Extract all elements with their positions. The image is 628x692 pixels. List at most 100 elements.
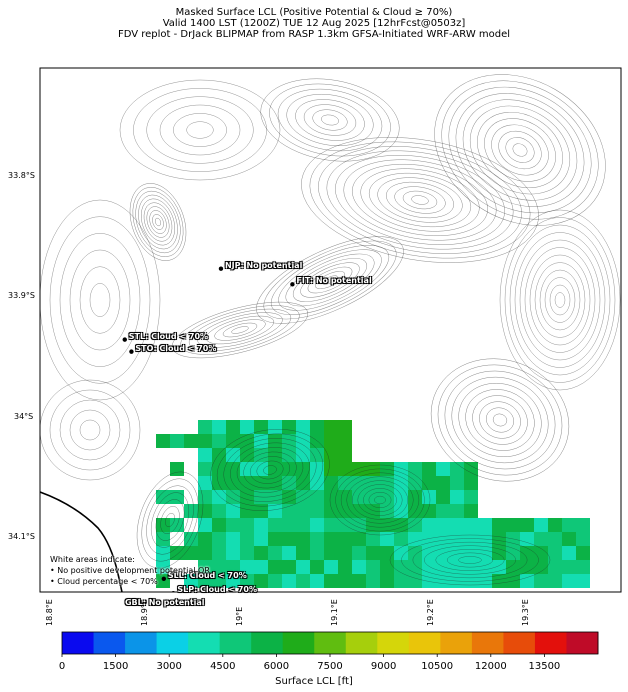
lcl-cell bbox=[506, 518, 520, 532]
contour-line bbox=[149, 210, 167, 234]
contour-line bbox=[256, 460, 284, 480]
contour-line bbox=[312, 109, 348, 131]
colorbar-segment bbox=[219, 632, 252, 654]
station-dot bbox=[161, 576, 167, 581]
lcl-cell bbox=[212, 518, 226, 532]
contour-line bbox=[270, 245, 390, 315]
contour-line bbox=[374, 495, 386, 505]
lcl-cell bbox=[450, 462, 464, 476]
contour-line bbox=[322, 275, 338, 285]
colorbar-tick-label: 0 bbox=[58, 661, 66, 672]
contour-line bbox=[534, 262, 586, 338]
lcl-cell bbox=[576, 518, 590, 532]
lcl-cell bbox=[310, 490, 324, 504]
colorbar-segment bbox=[314, 632, 347, 654]
contour-line bbox=[136, 471, 204, 569]
lcl-cell bbox=[408, 560, 422, 574]
contour-line bbox=[529, 254, 591, 346]
lcl-cell bbox=[408, 532, 422, 546]
contour-line bbox=[402, 190, 438, 210]
lcl-cell bbox=[408, 490, 422, 504]
lcl-cell bbox=[338, 504, 352, 518]
lcl-cell bbox=[254, 518, 268, 532]
lcl-cell bbox=[184, 574, 198, 588]
lcl-cell bbox=[282, 434, 296, 448]
lcl-cell bbox=[240, 518, 254, 532]
lcl-cell bbox=[324, 546, 338, 560]
lcl-cell bbox=[338, 448, 352, 462]
contour-line bbox=[150, 492, 190, 548]
lcl-cell bbox=[212, 448, 226, 462]
lcl-cell bbox=[478, 546, 492, 560]
contour-line bbox=[79, 419, 101, 441]
contour-line bbox=[59, 399, 121, 461]
terrain-contours bbox=[40, 74, 621, 586]
contour-line bbox=[444, 370, 556, 470]
lcl-cell bbox=[240, 546, 254, 560]
lcl-cell bbox=[422, 476, 436, 490]
contour-line bbox=[377, 177, 463, 223]
lcl-cell bbox=[520, 518, 534, 532]
lcl-cell bbox=[212, 560, 226, 574]
contour-line bbox=[498, 130, 542, 170]
lcl-cell bbox=[156, 560, 170, 574]
lcl-cell bbox=[156, 518, 170, 532]
lcl-cell bbox=[338, 420, 352, 434]
contour-line bbox=[256, 236, 404, 324]
colorbar-tick-label: 12000 bbox=[474, 661, 507, 672]
contour-line bbox=[146, 206, 170, 238]
lcl-cell bbox=[310, 560, 324, 574]
lcl-cell bbox=[492, 518, 506, 532]
lcl-cell bbox=[464, 476, 478, 490]
colorbar-segment bbox=[471, 632, 504, 654]
lcl-cell bbox=[408, 476, 422, 490]
lcl-cell bbox=[184, 434, 198, 448]
colorbar-tick-label: 7500 bbox=[317, 661, 343, 672]
lcl-cell bbox=[422, 546, 436, 560]
lcl-cell bbox=[352, 574, 366, 588]
contour-line bbox=[249, 456, 291, 484]
lcl-cell bbox=[254, 434, 268, 448]
contour-line bbox=[146, 96, 254, 164]
lcl-cell bbox=[464, 504, 478, 518]
contour-line bbox=[210, 429, 330, 511]
contour-line bbox=[368, 491, 392, 509]
lcl-cell bbox=[240, 476, 254, 490]
lcl-cell bbox=[226, 490, 240, 504]
lcl-cell bbox=[240, 490, 254, 504]
station-label: STO: Cloud < 70% bbox=[135, 343, 217, 353]
lcl-cell bbox=[338, 476, 352, 490]
lcl-cell bbox=[296, 532, 310, 546]
station-dot bbox=[218, 266, 224, 271]
lcl-cell bbox=[226, 434, 240, 448]
lcl-cell bbox=[394, 574, 408, 588]
contour-line bbox=[430, 358, 570, 482]
lcl-cell bbox=[338, 532, 352, 546]
lcl-cell bbox=[380, 546, 394, 560]
lcl-cell bbox=[268, 574, 282, 588]
lcl-cell bbox=[212, 490, 226, 504]
lcl-cell bbox=[268, 490, 282, 504]
lcl-cell bbox=[212, 420, 226, 434]
lcl-cell bbox=[324, 420, 338, 434]
contour-line bbox=[59, 233, 141, 367]
colorbar-segment bbox=[566, 632, 599, 654]
lcl-cell bbox=[548, 574, 562, 588]
lcl-cell bbox=[324, 448, 338, 462]
lcl-cell bbox=[296, 518, 310, 532]
colorbar-segment bbox=[503, 632, 536, 654]
contour-line bbox=[424, 545, 516, 575]
lcl-cell bbox=[282, 504, 296, 518]
lcl-cell bbox=[352, 490, 366, 504]
lcl-cell bbox=[268, 518, 282, 532]
lcl-cell bbox=[212, 434, 226, 448]
contour-line bbox=[505, 137, 535, 163]
map-title-line2: Valid 1400 LST (1200Z) TUE 12 Aug 2025 [… bbox=[162, 18, 466, 29]
colorbar-segment bbox=[534, 632, 567, 654]
colorbar-tick-label: 13500 bbox=[528, 661, 561, 672]
contour-line bbox=[351, 480, 409, 520]
lcl-cell bbox=[324, 462, 338, 476]
colorbar-segment bbox=[408, 632, 441, 654]
lcl-cell bbox=[394, 532, 408, 546]
lcl-cell bbox=[156, 490, 170, 504]
